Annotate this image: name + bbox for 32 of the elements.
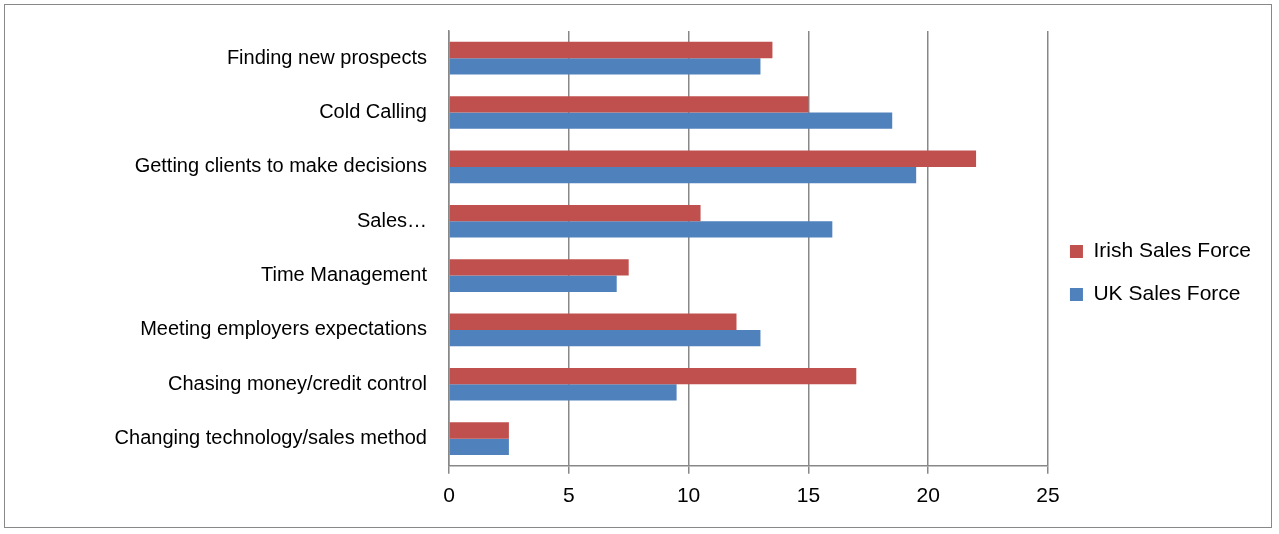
- y-tick-label: Getting clients to make decisions: [134, 154, 427, 177]
- bar: [449, 58, 761, 75]
- y-tick-label: Changing technology/sales method: [114, 426, 427, 449]
- y-tick-label: Cold Calling: [319, 100, 427, 123]
- bar: [449, 166, 917, 184]
- bar: [449, 438, 509, 455]
- y-tick-label: Meeting employers expectations: [140, 317, 427, 340]
- y-tick-label: Sales…: [356, 208, 427, 231]
- bar: [449, 367, 857, 385]
- x-tick-label: 10: [676, 483, 701, 507]
- bar: [449, 259, 629, 276]
- legend-label: Irish Sales Force: [1093, 238, 1252, 262]
- bar: [449, 384, 677, 401]
- legend-label: UK Sales Force: [1093, 281, 1241, 305]
- x-tick-label: 20: [916, 483, 940, 507]
- bar: [449, 41, 773, 59]
- y-tick-label: Finding new prospects: [226, 45, 427, 68]
- bar: [449, 204, 701, 222]
- x-tick-label: 0: [443, 483, 455, 507]
- bar: [449, 313, 737, 330]
- bar: [449, 422, 509, 439]
- y-tick-label: Time Management: [261, 263, 428, 286]
- x-tick-label: 15: [796, 483, 821, 507]
- bar: [449, 96, 809, 113]
- bar: [449, 275, 617, 292]
- bar: [449, 329, 761, 347]
- x-tick-label: 25: [1036, 483, 1060, 507]
- bar: [449, 150, 977, 167]
- y-tick-label: Chasing money/credit control: [167, 371, 427, 394]
- bar: [449, 221, 833, 238]
- x-tick-label: 5: [562, 483, 575, 507]
- bar: [449, 112, 893, 129]
